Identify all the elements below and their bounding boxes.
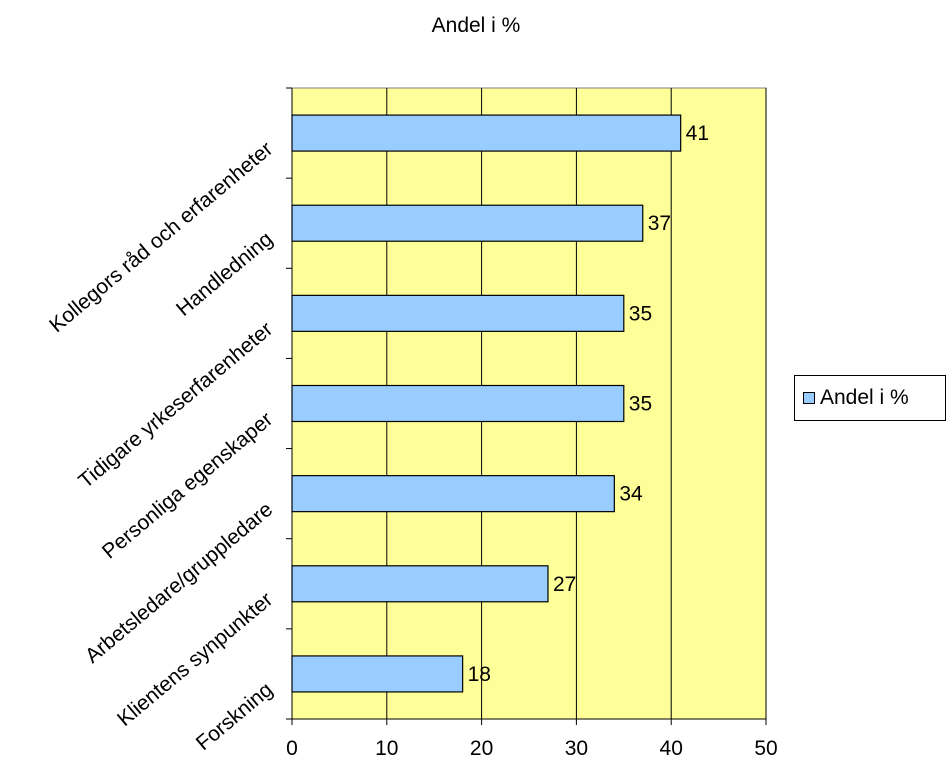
x-tick-label: 10 [375, 737, 398, 760]
x-tick-labels: 0 10 20 30 40 50 [286, 737, 778, 760]
value-labels: 41 37 35 35 34 27 18 [468, 122, 709, 686]
x-tick-label: 30 [565, 737, 588, 760]
bar [291, 204, 644, 242]
data-label: 35 [629, 302, 652, 325]
category-labels: Kollegors råd och erfarenheterHandlednin… [45, 137, 277, 755]
data-label: 37 [648, 212, 671, 235]
category-label: Handledning [172, 227, 277, 320]
bar [291, 475, 615, 513]
bar [291, 114, 682, 152]
bar [291, 294, 625, 332]
legend-swatch [803, 392, 815, 404]
chart-title: Andel i % [431, 14, 521, 37]
x-tick-label: 40 [660, 737, 683, 760]
bar [291, 565, 549, 603]
bar [291, 655, 464, 693]
data-label: 34 [619, 483, 643, 506]
category-label: Forskning [192, 678, 277, 755]
x-tick-label: 20 [470, 737, 493, 760]
category-label: Kollegors råd och erfarenheter [45, 137, 277, 337]
bar [291, 384, 625, 423]
data-label: 18 [468, 663, 491, 686]
x-tick-label: 0 [286, 737, 298, 760]
data-label: 41 [686, 122, 709, 145]
x-tick-label: 50 [754, 737, 777, 760]
category-label: Arbetsledare/gruppledare [81, 498, 277, 668]
category-label: Tidigare yrkeserfarenheter [74, 318, 277, 493]
legend-label: Andel i % [820, 386, 909, 409]
category-label: Personliga egenskaper [98, 408, 277, 564]
data-label: 35 [629, 393, 652, 416]
axes [286, 87, 767, 725]
legend: Andel i % [794, 375, 946, 421]
data-label: 27 [553, 573, 576, 596]
